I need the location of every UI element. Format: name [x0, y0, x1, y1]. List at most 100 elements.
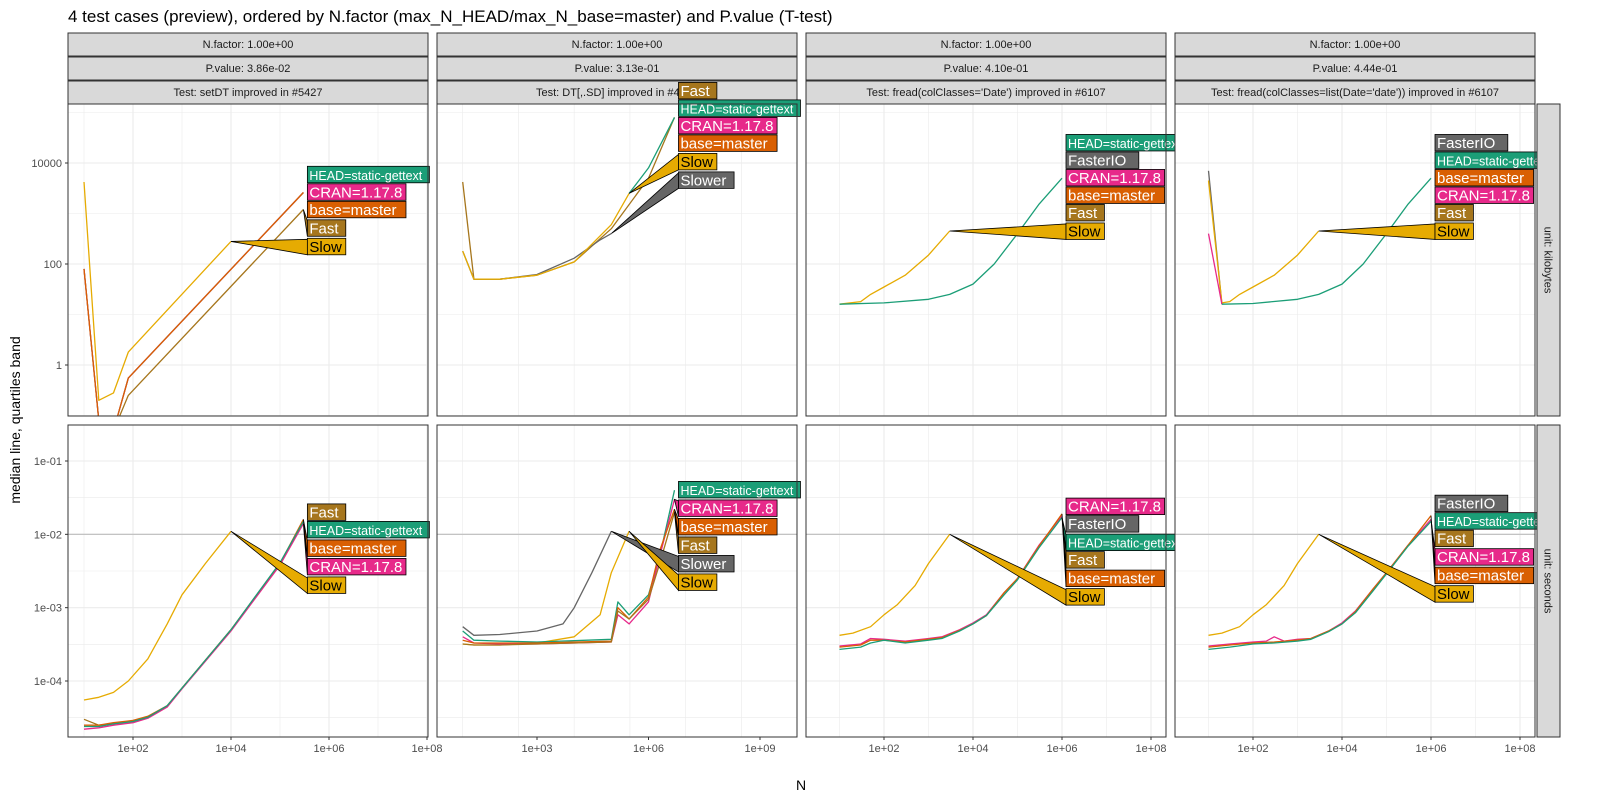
facet-strip: [436, 56, 798, 81]
panel: [437, 104, 797, 416]
label-text: FasterIO: [1437, 135, 1495, 152]
label-text: Fast: [680, 537, 710, 554]
label-text: Slow: [680, 154, 713, 171]
label-text: base=master: [309, 202, 396, 219]
row-strip-label: unit: seconds: [1542, 549, 1554, 614]
facet-strip: [1174, 32, 1536, 57]
x-tick-label: 1e+06: [314, 743, 345, 755]
series-line: [84, 521, 304, 728]
label-box: [306, 237, 347, 256]
label-box: [1434, 494, 1509, 513]
row-strip-label: unit: kilobytes: [1542, 227, 1554, 294]
label-box: [678, 573, 718, 591]
label-text: CRAN=1.17.8: [1068, 170, 1161, 187]
direct-labels: FasterIO HEAD=static-gettext FastCRAN=1.17…: [1318, 494, 1558, 603]
y-tick-label: 1e-03: [34, 603, 62, 615]
series-line: [1221, 177, 1432, 305]
label-text: HEAD=static-gettext: [309, 169, 422, 183]
label-box: [678, 81, 718, 100]
panel: [68, 104, 428, 416]
label-text: Slow: [1437, 223, 1470, 240]
panel-background: [437, 104, 797, 416]
series-line: [83, 523, 304, 730]
label-box: [1065, 204, 1105, 222]
label-text: Fast: [1068, 205, 1098, 222]
direct-labels: HEAD=static-gettextFasterIOCRAN=1.17.8ba…: [949, 134, 1189, 240]
panel: [437, 425, 797, 737]
panel-border: [1174, 103, 1536, 417]
label-box: [1065, 151, 1140, 169]
label-text: Slow: [1068, 589, 1101, 606]
x-tick-label: 1e+08: [1505, 743, 1536, 755]
panel-background: [437, 425, 797, 737]
label-text: HEAD=static-gettext: [1068, 137, 1181, 151]
label-text: base=master: [680, 519, 767, 536]
label-text: FasterIO: [1068, 152, 1126, 169]
facet-strip-label: P.value: 3.13e-01: [575, 63, 660, 75]
label-text: HEAD=static-gettext: [1437, 154, 1550, 168]
label-text: Fast: [309, 220, 339, 237]
label-text: Fast: [1068, 552, 1098, 569]
label-text: Fast: [309, 504, 339, 521]
label-box: [306, 183, 407, 201]
label-text: Slower: [680, 556, 726, 573]
label-box: [306, 219, 347, 237]
facet-strip-label: N.factor: 1.00e+00: [572, 39, 663, 51]
x-tick-label: 1e+09: [745, 743, 776, 755]
label-text: CRAN=1.17.8: [1068, 499, 1161, 516]
facet-strip-label: N.factor: 1.00e+00: [1310, 39, 1401, 51]
facet-strip-label: Test: fread(colClasses=list(Date='date')…: [1211, 87, 1499, 99]
label-text: CRAN=1.17.8: [680, 500, 773, 517]
series-line: [628, 117, 676, 194]
series-line: [1208, 533, 1320, 636]
label-box: [678, 134, 778, 152]
direct-labels: Fast HEAD=static-gettext CRAN=1.17.8base=m…: [611, 81, 801, 234]
series-line: [839, 533, 951, 636]
series-line: [83, 192, 304, 416]
series-line: [83, 181, 232, 401]
panel: [68, 425, 428, 737]
label-text: base=master: [1437, 170, 1524, 187]
label-box: [306, 558, 407, 576]
chart-title: 4 test cases (preview), ordered by N.fac…: [68, 7, 833, 26]
label-text: HEAD=static-gettext: [309, 524, 422, 538]
x-tick-label: 1e+08: [1136, 743, 1167, 755]
label-text: base=master: [1068, 187, 1155, 204]
label-text: CRAN=1.17.8: [1437, 187, 1530, 204]
direct-labels: Fast HEAD=static-gettext base=master CRAN=1…: [230, 503, 430, 594]
label-text: base=master: [680, 135, 767, 152]
label-box: [1065, 515, 1140, 533]
label-text: Slow: [1068, 223, 1101, 240]
series-line: [839, 230, 951, 305]
label-box: [306, 200, 407, 219]
label-text: CRAN=1.17.8: [309, 184, 402, 201]
y-tick-label: 1e-04: [34, 676, 62, 688]
x-tick-label: 1e+03: [522, 743, 553, 755]
x-tick-label: 1e+04: [958, 743, 989, 755]
series-line: [462, 193, 630, 280]
x-tick-label: 1e+04: [1327, 743, 1358, 755]
series-line: [839, 177, 1063, 305]
panels: N.factor: 1.00e+00 P.value: 3.86e-02 Test:…: [31, 32, 1561, 755]
label-text: Fast: [1437, 531, 1467, 548]
label-box: [1065, 497, 1165, 516]
series-line: [1207, 180, 1320, 304]
facet-strip-label: Test: fread(colClasses='Date') improved …: [866, 87, 1105, 99]
label-text: FasterIO: [1068, 516, 1126, 533]
label-text: Slow: [309, 577, 342, 594]
label-box: [678, 116, 778, 135]
facet-strip-label: P.value: 4.10e-01: [944, 63, 1029, 75]
series-line: [462, 512, 676, 646]
panel-background: [68, 425, 428, 737]
label-box: [306, 521, 430, 539]
x-tick-label: 1e+06: [1416, 743, 1447, 755]
label-box: [1434, 169, 1534, 187]
label-text: CRAN=1.17.8: [309, 559, 402, 576]
label-text: CRAN=1.17.8: [1437, 549, 1530, 566]
panel-border: [805, 424, 1167, 738]
x-tick-label: 1e+04: [216, 743, 247, 755]
label-box: [1434, 548, 1534, 566]
label-box: [1434, 529, 1474, 548]
facet-strip-label: N.factor: 1.00e+00: [941, 39, 1032, 51]
